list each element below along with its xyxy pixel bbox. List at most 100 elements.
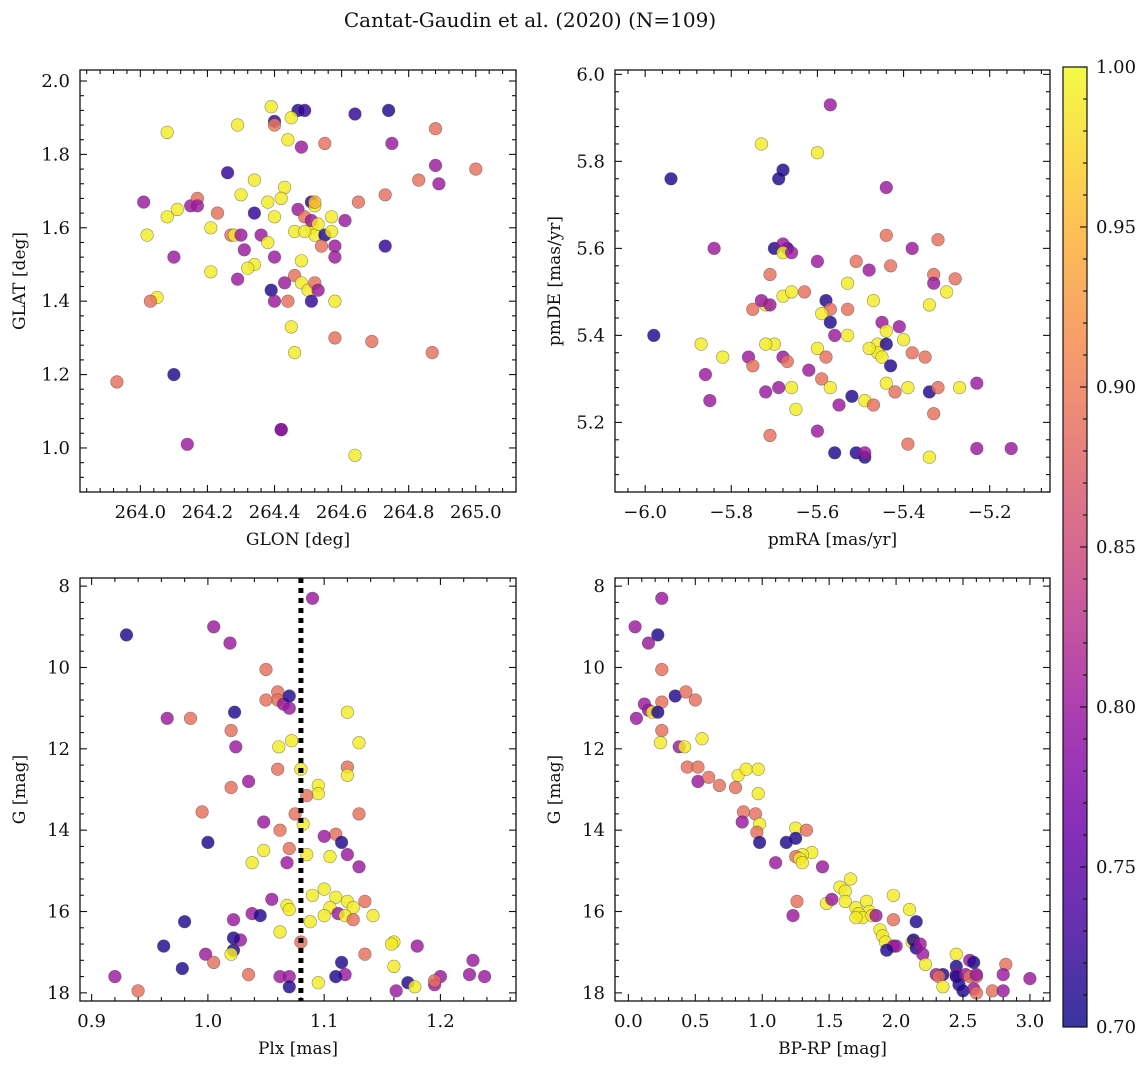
data-point xyxy=(335,955,349,970)
data-point xyxy=(199,947,213,961)
data-point xyxy=(352,807,366,821)
data-point xyxy=(294,140,309,154)
data-point xyxy=(303,915,317,929)
data-point xyxy=(282,841,296,856)
x-tick-label: −5.2 xyxy=(968,502,1012,523)
data-point xyxy=(875,350,889,364)
data-point xyxy=(160,210,174,224)
data-point xyxy=(282,701,296,715)
data-point xyxy=(314,239,329,253)
data-point xyxy=(802,363,816,377)
data-point xyxy=(259,693,273,707)
data-point xyxy=(810,254,825,268)
data-point xyxy=(784,246,799,260)
data-point xyxy=(869,908,883,923)
data-point xyxy=(259,662,273,677)
data-point xyxy=(746,359,760,373)
data-point xyxy=(311,786,325,801)
x-tick-label: 264.4 xyxy=(249,502,301,523)
data-point xyxy=(231,118,245,132)
axes-frame xyxy=(79,69,517,493)
y-tick-label: 1.8 xyxy=(41,144,70,165)
data-point xyxy=(328,250,342,264)
data-point xyxy=(311,217,325,231)
data-point xyxy=(234,228,248,242)
data-point xyxy=(237,243,251,257)
data-point xyxy=(815,860,830,874)
data-point xyxy=(703,394,717,408)
axes-frame xyxy=(79,577,517,1002)
data-point xyxy=(317,908,331,923)
data-point xyxy=(348,448,362,462)
y-tick-label: 6.0 xyxy=(576,64,605,85)
data-point xyxy=(308,195,322,209)
data-point xyxy=(651,705,665,719)
data-point xyxy=(264,283,278,297)
data-point xyxy=(716,350,730,364)
y-tick-label: 16 xyxy=(47,902,70,923)
data-point xyxy=(282,902,296,917)
data-point xyxy=(311,976,325,990)
data-point xyxy=(886,888,901,902)
data-point xyxy=(754,137,769,151)
data-point xyxy=(408,980,422,994)
x-axis-label: pmRA [mas/yr] xyxy=(768,530,897,550)
data-point xyxy=(780,354,794,369)
data-point xyxy=(178,915,192,929)
data-point xyxy=(167,250,181,264)
data-point xyxy=(195,805,209,819)
panel-p3: 0.9 1.0 1.1 1.2 8 10 12 14 16 18 Plx [mas] G [mag] xyxy=(10,576,517,1059)
data-point xyxy=(688,693,702,707)
data-point xyxy=(922,298,937,312)
data-point xyxy=(317,882,331,896)
data-point xyxy=(358,947,372,961)
data-point xyxy=(819,350,833,364)
y-tick-label: 5.2 xyxy=(576,412,605,433)
data-point xyxy=(272,740,286,754)
data-point xyxy=(694,337,708,351)
panel-p1: 264.0 264.2 264.4 264.6 264.8 265.0 1.0 1.2 1.4 1… xyxy=(10,69,517,550)
data-point xyxy=(790,894,804,909)
data-point xyxy=(810,146,825,160)
data-point xyxy=(1023,971,1037,986)
x-tick-label: −5.8 xyxy=(709,502,753,523)
data-point xyxy=(922,450,937,464)
data-point xyxy=(226,913,241,927)
axes-layer: 264.0 264.2 264.4 264.6 264.8 265.0 1.0 1.2 1.4 1… xyxy=(10,64,1051,1059)
data-point xyxy=(119,628,134,642)
data-point xyxy=(849,254,863,268)
y-tick-label: 5.8 xyxy=(576,151,605,172)
y-tick-label: 2.0 xyxy=(41,71,70,92)
colorbar-tick-label: 0.70 xyxy=(1096,1017,1136,1038)
data-point xyxy=(655,591,669,605)
colorbar-ticks: 0.70 0.75 0.80 0.85 0.90 0.95 1.00 xyxy=(1080,57,1136,1038)
data-point xyxy=(267,250,282,264)
y-tick-label: 1.0 xyxy=(41,438,70,459)
data-point xyxy=(931,233,945,247)
data-point xyxy=(797,285,812,299)
data-point xyxy=(751,762,765,776)
points-p2 xyxy=(647,98,1018,464)
data-point xyxy=(707,241,721,255)
points-p4 xyxy=(628,591,1037,1000)
data-point xyxy=(832,398,846,412)
data-point xyxy=(257,843,271,858)
data-point xyxy=(140,228,154,242)
data-point xyxy=(385,136,399,150)
data-point xyxy=(948,272,962,286)
data-point xyxy=(324,224,339,239)
data-point xyxy=(281,294,295,308)
data-point xyxy=(702,770,716,784)
data-point xyxy=(936,980,950,994)
data-point xyxy=(160,125,174,139)
data-point xyxy=(462,967,477,982)
data-point xyxy=(810,341,825,356)
data-point xyxy=(170,202,184,216)
data-point xyxy=(317,829,331,843)
data-point xyxy=(382,103,396,117)
data-point xyxy=(378,239,392,253)
data-point xyxy=(909,915,923,929)
x-tick-label: 3.0 xyxy=(1016,1011,1045,1032)
data-point xyxy=(378,188,392,202)
data-point xyxy=(655,723,669,738)
